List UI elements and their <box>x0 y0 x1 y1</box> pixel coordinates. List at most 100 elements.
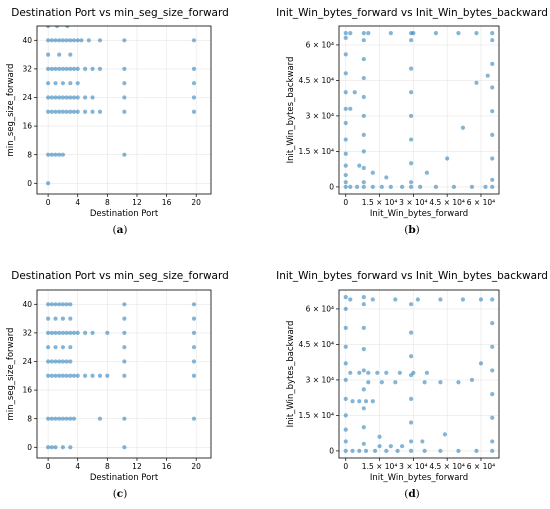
x-tick-label: 12 <box>132 462 142 471</box>
panel-caption: (a) <box>112 224 127 236</box>
data-point <box>46 316 51 321</box>
data-point <box>357 163 362 168</box>
data-point <box>424 170 429 175</box>
data-point <box>71 66 77 71</box>
data-point <box>438 297 443 302</box>
data-point <box>409 180 414 185</box>
data-point <box>71 373 77 378</box>
data-point <box>343 71 348 76</box>
data-point <box>71 38 77 43</box>
panel-d: Init_Win_bytes_forward vs Init_Win_bytes… <box>276 270 548 500</box>
data-point <box>411 370 416 375</box>
data-point <box>409 38 414 43</box>
y-tick-label: 32 <box>22 64 32 73</box>
data-point <box>469 377 475 383</box>
data-point <box>409 137 414 142</box>
y-tick-label: 0 <box>329 447 334 456</box>
data-point <box>343 90 348 95</box>
data-point <box>372 448 378 454</box>
data-point <box>343 184 348 190</box>
data-point <box>348 297 353 302</box>
data-point <box>60 316 66 321</box>
data-point <box>68 345 73 350</box>
data-point <box>370 184 375 190</box>
data-point <box>53 345 58 350</box>
data-point <box>377 434 382 439</box>
data-point <box>49 445 54 450</box>
data-point <box>46 445 51 450</box>
data-point <box>352 90 357 95</box>
data-point <box>460 297 466 302</box>
data-point <box>122 345 127 350</box>
data-point <box>68 302 73 307</box>
data-point <box>97 373 103 378</box>
data-point <box>343 427 348 432</box>
data-point <box>57 152 62 157</box>
y-tick-label: 3 × 10⁴ <box>306 376 334 385</box>
data-point <box>68 373 73 378</box>
data-point <box>83 330 88 335</box>
data-points <box>46 26 197 186</box>
data-point <box>415 297 420 302</box>
chart-title: Destination Port vs min_seg_size_forward <box>11 270 229 282</box>
data-point <box>57 330 62 335</box>
data-point <box>445 156 450 161</box>
data-point <box>122 416 127 421</box>
data-point <box>348 106 353 111</box>
data-point <box>361 113 366 119</box>
data-point <box>46 95 51 100</box>
data-point <box>420 439 425 444</box>
y-tick-label: 1.5 × 10⁴ <box>298 411 334 420</box>
data-point <box>343 344 348 349</box>
data-point <box>433 184 439 190</box>
chart-title: Destination Port vs min_seg_size_forward <box>11 7 229 19</box>
data-point <box>490 85 495 90</box>
data-point <box>191 302 197 307</box>
data-point <box>68 330 73 335</box>
data-point <box>490 439 495 444</box>
data-point <box>49 416 54 421</box>
data-point <box>343 35 348 40</box>
data-point <box>384 175 389 180</box>
data-point <box>490 392 495 397</box>
data-point <box>60 81 66 86</box>
y-tick-label: 24 <box>22 93 32 102</box>
y-axis-label: Init_Win_bytes_backward <box>286 57 296 164</box>
data-point <box>490 177 495 182</box>
data-point <box>424 370 429 375</box>
data-point <box>388 444 393 449</box>
data-point <box>361 294 366 300</box>
data-point <box>68 81 73 86</box>
y-tick-label: 4.5 × 10⁴ <box>298 76 334 85</box>
data-point <box>343 361 348 366</box>
data-point <box>348 184 353 190</box>
data-point <box>90 330 95 335</box>
data-point <box>350 448 355 454</box>
data-point <box>122 152 127 157</box>
data-point <box>409 66 414 71</box>
data-point <box>68 359 73 364</box>
data-point <box>57 302 62 307</box>
data-point <box>90 95 95 100</box>
data-point <box>343 325 348 330</box>
data-point <box>49 38 54 43</box>
data-point <box>60 95 66 100</box>
data-point <box>451 184 457 190</box>
data-point <box>357 448 362 454</box>
x-tick-label: 4 <box>75 198 80 207</box>
data-point <box>46 66 51 71</box>
data-point <box>122 316 127 321</box>
y-tick-label: 32 <box>22 328 32 337</box>
y-tick-label: 6 × 10⁴ <box>306 41 334 50</box>
data-point <box>71 416 77 421</box>
y-axis-label: min_seg_size_forward <box>6 64 16 157</box>
data-point <box>68 416 73 421</box>
data-point <box>64 373 69 378</box>
data-point <box>75 330 80 335</box>
data-point <box>64 416 69 421</box>
panel-caption: (d) <box>404 488 420 500</box>
data-point <box>60 302 66 307</box>
data-point <box>46 302 51 307</box>
data-point <box>490 30 495 36</box>
y-tick-label: 1.5 × 10⁴ <box>298 147 334 156</box>
